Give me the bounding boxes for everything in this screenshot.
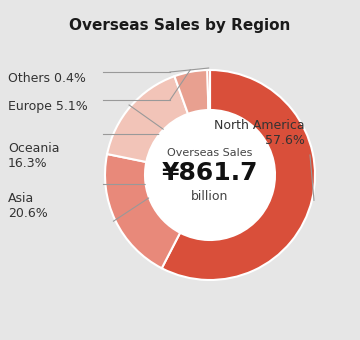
Text: Others 0.4%: Others 0.4% xyxy=(8,72,86,85)
Wedge shape xyxy=(107,76,188,162)
Text: Overseas Sales: Overseas Sales xyxy=(167,148,253,158)
Text: billion: billion xyxy=(191,190,229,204)
Text: Europe 5.1%: Europe 5.1% xyxy=(8,100,88,113)
Wedge shape xyxy=(105,154,180,268)
Text: Overseas Sales by Region: Overseas Sales by Region xyxy=(69,18,291,33)
Text: ¥861.7: ¥861.7 xyxy=(162,161,258,185)
Wedge shape xyxy=(207,70,210,110)
Circle shape xyxy=(145,110,275,240)
Wedge shape xyxy=(175,70,208,114)
Text: North America
57.6%: North America 57.6% xyxy=(214,119,305,147)
Text: Oceania
16.3%: Oceania 16.3% xyxy=(8,142,59,170)
Wedge shape xyxy=(162,70,315,280)
Text: Asia
20.6%: Asia 20.6% xyxy=(8,192,48,220)
